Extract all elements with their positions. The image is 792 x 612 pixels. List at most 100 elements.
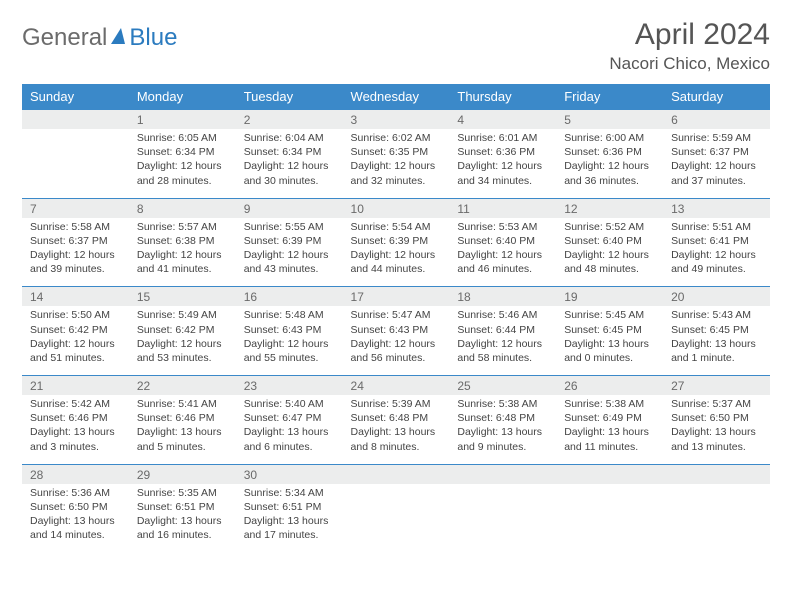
- sunset-line: Sunset: 6:40 PM: [457, 234, 548, 248]
- sunrise-line: Sunrise: 5:58 AM: [30, 220, 121, 234]
- detail-row: Sunrise: 5:36 AMSunset: 6:50 PMDaylight:…: [22, 484, 770, 553]
- dow-tue: Tuesday: [236, 84, 343, 110]
- sunrise-line: Sunrise: 5:38 AM: [564, 397, 655, 411]
- daylight-line: Daylight: 13 hours and 5 minutes.: [137, 425, 228, 453]
- sunrise-line: Sunrise: 5:45 AM: [564, 308, 655, 322]
- day-detail-cell: Sunrise: 5:53 AMSunset: 6:40 PMDaylight:…: [449, 218, 556, 287]
- sunset-line: Sunset: 6:46 PM: [137, 411, 228, 425]
- sunrise-line: Sunrise: 5:49 AM: [137, 308, 228, 322]
- day-number-cell: 2: [236, 110, 343, 130]
- daylight-line: Daylight: 12 hours and 48 minutes.: [564, 248, 655, 276]
- sunrise-line: Sunrise: 5:55 AM: [244, 220, 335, 234]
- day-detail-cell: Sunrise: 5:45 AMSunset: 6:45 PMDaylight:…: [556, 306, 663, 375]
- day-detail-cell: Sunrise: 5:48 AMSunset: 6:43 PMDaylight:…: [236, 306, 343, 375]
- daylight-line: Daylight: 12 hours and 28 minutes.: [137, 159, 228, 187]
- day-number-cell: 20: [663, 287, 770, 307]
- day-number-cell: 14: [22, 287, 129, 307]
- day-detail-cell: Sunrise: 5:47 AMSunset: 6:43 PMDaylight:…: [343, 306, 450, 375]
- day-detail-cell: [663, 484, 770, 553]
- day-detail-cell: Sunrise: 5:42 AMSunset: 6:46 PMDaylight:…: [22, 395, 129, 464]
- day-number-cell: 8: [129, 198, 236, 218]
- day-number-cell: 1: [129, 110, 236, 130]
- daylight-line: Daylight: 12 hours and 51 minutes.: [30, 337, 121, 365]
- sunrise-line: Sunrise: 5:42 AM: [30, 397, 121, 411]
- sunset-line: Sunset: 6:40 PM: [564, 234, 655, 248]
- day-number-cell: 12: [556, 198, 663, 218]
- daylight-line: Daylight: 12 hours and 55 minutes.: [244, 337, 335, 365]
- sunset-line: Sunset: 6:43 PM: [244, 323, 335, 337]
- logo-blue: Blue: [129, 24, 177, 52]
- sunrise-line: Sunrise: 5:50 AM: [30, 308, 121, 322]
- calendar-table: Sunday Monday Tuesday Wednesday Thursday…: [22, 84, 770, 552]
- sunset-line: Sunset: 6:51 PM: [137, 500, 228, 514]
- daylight-line: Daylight: 13 hours and 17 minutes.: [244, 514, 335, 542]
- sunset-line: Sunset: 6:37 PM: [30, 234, 121, 248]
- sunset-line: Sunset: 6:42 PM: [30, 323, 121, 337]
- daylight-line: Daylight: 12 hours and 41 minutes.: [137, 248, 228, 276]
- day-detail-cell: Sunrise: 5:39 AMSunset: 6:48 PMDaylight:…: [343, 395, 450, 464]
- sunset-line: Sunset: 6:45 PM: [671, 323, 762, 337]
- day-number-cell: 5: [556, 110, 663, 130]
- sunset-line: Sunset: 6:50 PM: [671, 411, 762, 425]
- sunrise-line: Sunrise: 6:01 AM: [457, 131, 548, 145]
- day-number-cell: 30: [236, 464, 343, 484]
- daynum-row: 282930: [22, 464, 770, 484]
- day-detail-cell: Sunrise: 5:59 AMSunset: 6:37 PMDaylight:…: [663, 129, 770, 198]
- day-detail-cell: Sunrise: 6:01 AMSunset: 6:36 PMDaylight:…: [449, 129, 556, 198]
- day-number-cell: [663, 464, 770, 484]
- dow-wed: Wednesday: [343, 84, 450, 110]
- sunrise-line: Sunrise: 6:02 AM: [351, 131, 442, 145]
- sunrise-line: Sunrise: 5:39 AM: [351, 397, 442, 411]
- day-detail-cell: Sunrise: 5:49 AMSunset: 6:42 PMDaylight:…: [129, 306, 236, 375]
- daylight-line: Daylight: 13 hours and 13 minutes.: [671, 425, 762, 453]
- daylight-line: Daylight: 13 hours and 1 minute.: [671, 337, 762, 365]
- day-detail-cell: [22, 129, 129, 198]
- sunrise-line: Sunrise: 5:37 AM: [671, 397, 762, 411]
- day-detail-cell: Sunrise: 5:46 AMSunset: 6:44 PMDaylight:…: [449, 306, 556, 375]
- day-number-cell: 17: [343, 287, 450, 307]
- sunset-line: Sunset: 6:34 PM: [244, 145, 335, 159]
- sunset-line: Sunset: 6:37 PM: [671, 145, 762, 159]
- day-number-cell: 24: [343, 376, 450, 396]
- day-number-cell: 10: [343, 198, 450, 218]
- day-detail-cell: Sunrise: 5:40 AMSunset: 6:47 PMDaylight:…: [236, 395, 343, 464]
- day-number-cell: 6: [663, 110, 770, 130]
- day-number-cell: 29: [129, 464, 236, 484]
- dow-header-row: Sunday Monday Tuesday Wednesday Thursday…: [22, 84, 770, 110]
- day-number-cell: [449, 464, 556, 484]
- daylight-line: Daylight: 12 hours and 44 minutes.: [351, 248, 442, 276]
- sunrise-line: Sunrise: 5:53 AM: [457, 220, 548, 234]
- logo-triangle-icon: [111, 28, 125, 44]
- page-title: April 2024: [609, 18, 770, 52]
- sunset-line: Sunset: 6:38 PM: [137, 234, 228, 248]
- sunrise-line: Sunrise: 5:48 AM: [244, 308, 335, 322]
- daylight-line: Daylight: 12 hours and 46 minutes.: [457, 248, 548, 276]
- daynum-row: 14151617181920: [22, 287, 770, 307]
- day-detail-cell: Sunrise: 5:51 AMSunset: 6:41 PMDaylight:…: [663, 218, 770, 287]
- daylight-line: Daylight: 12 hours and 30 minutes.: [244, 159, 335, 187]
- daylight-line: Daylight: 12 hours and 49 minutes.: [671, 248, 762, 276]
- sunset-line: Sunset: 6:36 PM: [457, 145, 548, 159]
- day-detail-cell: Sunrise: 5:52 AMSunset: 6:40 PMDaylight:…: [556, 218, 663, 287]
- day-number-cell: 18: [449, 287, 556, 307]
- daylight-line: Daylight: 12 hours and 56 minutes.: [351, 337, 442, 365]
- dow-sat: Saturday: [663, 84, 770, 110]
- day-detail-cell: Sunrise: 5:58 AMSunset: 6:37 PMDaylight:…: [22, 218, 129, 287]
- day-detail-cell: [556, 484, 663, 553]
- day-number-cell: 9: [236, 198, 343, 218]
- sunrise-line: Sunrise: 6:04 AM: [244, 131, 335, 145]
- daylight-line: Daylight: 12 hours and 34 minutes.: [457, 159, 548, 187]
- day-number-cell: [556, 464, 663, 484]
- sunrise-line: Sunrise: 5:59 AM: [671, 131, 762, 145]
- day-number-cell: 4: [449, 110, 556, 130]
- day-number-cell: [343, 464, 450, 484]
- sunset-line: Sunset: 6:48 PM: [351, 411, 442, 425]
- logo-general: General: [22, 24, 107, 52]
- sunset-line: Sunset: 6:46 PM: [30, 411, 121, 425]
- detail-row: Sunrise: 6:05 AMSunset: 6:34 PMDaylight:…: [22, 129, 770, 198]
- sunrise-line: Sunrise: 5:35 AM: [137, 486, 228, 500]
- header: General Blue April 2024 Nacori Chico, Me…: [22, 18, 770, 74]
- daynum-row: 123456: [22, 110, 770, 130]
- sunset-line: Sunset: 6:35 PM: [351, 145, 442, 159]
- sunrise-line: Sunrise: 5:34 AM: [244, 486, 335, 500]
